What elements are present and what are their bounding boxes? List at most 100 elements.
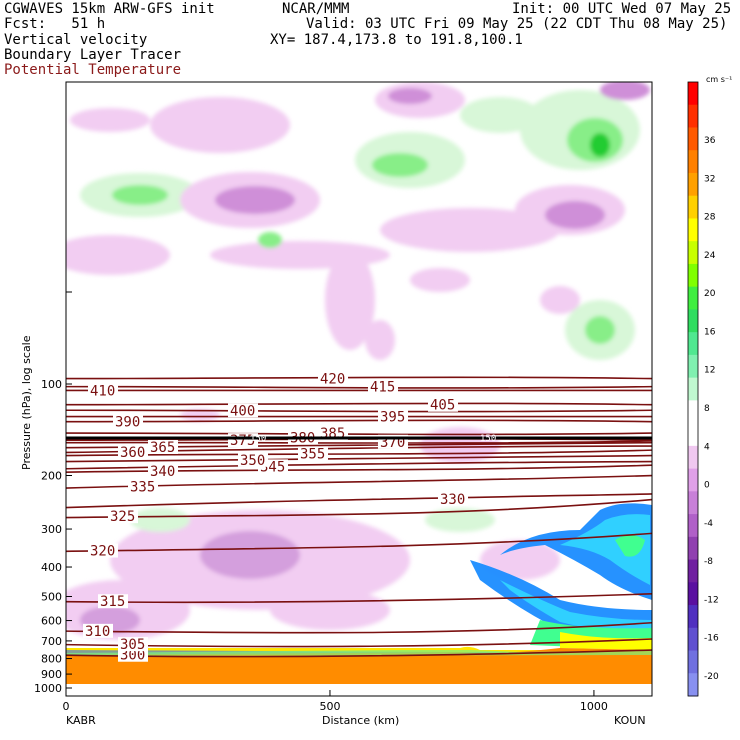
isentrope-label-bg [228,403,258,418]
colorbar-tick-label: 12 [704,366,715,376]
y-axis-label: Pressure (hPa), log scale [20,335,33,470]
isentrope-label-bg [318,371,348,386]
isentrope-label-bg [428,397,458,412]
isentrope-label-bg [98,594,128,609]
isentrope-385 [66,432,652,436]
isentrope-label-320: 320 [90,544,115,560]
colorbar-swatch [688,673,698,697]
isentrope-label-310: 310 [85,624,110,640]
colorbar-swatch [688,400,698,424]
isentrope-400 [66,409,652,413]
y-tick-label: 200 [41,470,62,483]
isentrope-label-315: 315 [100,594,125,610]
colorbar-swatch [688,627,698,652]
colorbar-swatch [688,150,698,174]
x-tick-label: 500 [319,700,340,713]
isentrope-label-bg [113,414,143,429]
isentrope-label-bg [148,464,178,479]
isentrope-415 [66,385,652,389]
colorbar-swatch [688,218,698,242]
y-tick-label: 600 [41,615,62,628]
colorbar-swatch [688,423,698,447]
x-tick-label: 1000 [580,700,608,713]
colorbar-tick-label: -20 [704,672,719,682]
cross-section-coords: XY= 187.4,173.8 to 191.8,100.1 [270,32,523,48]
colorbar-unit: cm s⁻¹ [706,75,732,84]
isentrope-label-395: 395 [380,410,405,426]
isentrope-label-305: 305 [120,637,145,653]
colorbar-swatch [688,127,698,151]
model-title: CGWAVES 15km ARW-GFS init [4,1,215,17]
y-tick-label: 300 [41,523,62,536]
field-vertical-velocity: Vertical velocity [4,32,148,48]
isentrope-label-bg [238,452,268,467]
colorbar-tick-label: 36 [704,136,716,146]
colorbar-tick-label: 28 [704,213,716,223]
isentrope-label-bg [88,383,118,398]
colorbar-tick-label: 24 [704,251,716,261]
isentrope-325 [66,498,652,519]
isentrope-300 [66,649,652,658]
isentrope-label-390: 390 [115,415,140,431]
isentrope-label-bg [378,409,408,424]
colorbar-tick-label: 0 [704,481,710,491]
colorbar-swatch [688,582,698,606]
colorbar-swatch [688,263,698,288]
x-tick-label: 0 [63,700,70,713]
isentrope-355 [66,449,652,457]
isentrope-label-415: 415 [370,380,395,396]
isentrope-label-350: 350 [240,453,265,469]
x-axis: 0 500 1000 [63,690,608,713]
colorbar-frame [687,81,699,697]
field-boundary-layer-tracer: Boundary Layer Tracer [4,47,182,63]
isentrope-label-355: 355 [300,446,325,462]
y-tick-label: 400 [41,561,62,574]
isentrope-label-405: 405 [430,398,455,414]
colorbar-swatch [688,309,698,333]
isentrope-label-bg [148,439,178,454]
isentrope-label-300: 300 [120,648,145,664]
x-end-label-right: KOUN [614,714,646,727]
colorbar: 36 32 28 24 20 16 12 8 4 0 -4 -8 -12 -16 -20 [687,81,719,697]
colorbar-swatch [688,536,698,561]
isentrope-label-340: 340 [150,464,175,480]
isentrope-label-420: 420 [320,372,345,388]
colorbar-swatch [688,195,698,219]
isentrope-label-360: 360 [120,445,145,461]
isentrope-label-bg [118,444,148,459]
valid-time: Valid: 03 UTC Fri 09 May 25 (22 CDT Thu … [306,16,728,32]
isentrope-315 [66,593,652,604]
x-end-label-left: KABR [66,714,96,727]
isentrope-label-325: 325 [110,509,135,525]
isentrope-310 [66,621,652,634]
colorbar-tick-label: 32 [704,174,715,184]
y-tick-label: 700 [41,635,62,648]
colorbar-swatch [688,605,698,629]
isentrope-label-335: 335 [130,480,155,496]
isentrope-label-bg [108,509,138,524]
isentrope-390 [66,419,652,423]
colorbar-swatch [688,82,698,106]
isentrope-label-385: 385 [320,426,345,442]
x-axis-label: Distance (km) [322,714,399,727]
colorbar-swatch [688,241,698,265]
y-tick-label: 500 [41,590,62,603]
isentrope-label-365: 365 [150,440,175,456]
isentrope-330 [66,493,652,509]
isentrope-label-bg [298,446,328,461]
colorbar-swatch [688,286,698,310]
isentrope-420 [66,376,652,380]
isentrope-label-330: 330 [440,492,465,508]
isentrope-305 [66,638,652,648]
colorbar-swatch [688,354,698,379]
colorbar-tick-label: 20 [704,289,716,299]
field-potential-temperature: Potential Temperature [4,62,182,78]
colorbar-swatch [688,650,698,674]
colorbar-swatch [688,332,698,356]
boundary-layer-tracer-shading [66,503,652,696]
y-tick-label: 800 [41,653,62,666]
isentrope-label-bg [88,543,118,558]
colorbar-tick-label: 4 [704,442,710,452]
colorbar-tick-label: 16 [704,327,716,337]
